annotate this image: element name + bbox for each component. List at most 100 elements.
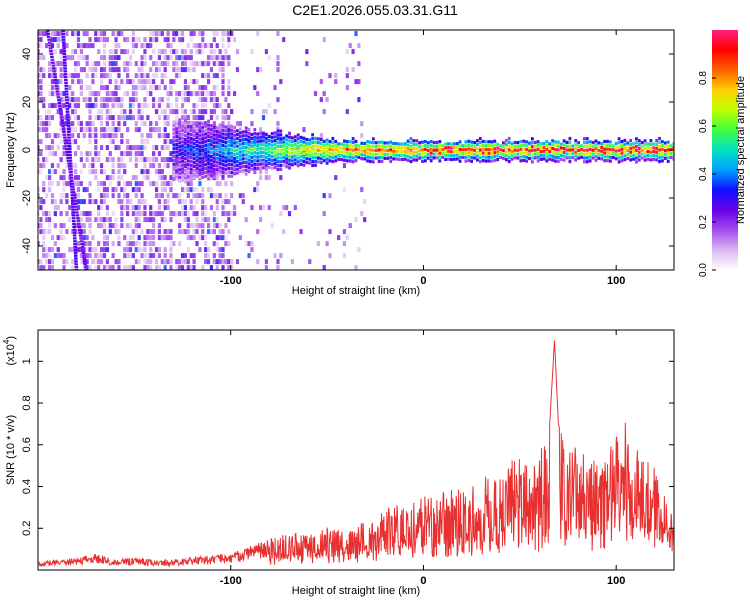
- heatmap-cell: [345, 73, 349, 79]
- heatmap-cell: [516, 141, 520, 145]
- heatmap-cell: [73, 169, 78, 175]
- heatmap-cell: [218, 223, 222, 229]
- heatmap-cell: [88, 265, 92, 270]
- heatmap-cell: [180, 157, 185, 163]
- heatmap-cell: [94, 115, 98, 121]
- heatmap-cell: [163, 247, 167, 253]
- heatmap-cell: [438, 151, 442, 155]
- heatmap-cell: [259, 158, 262, 162]
- heatmap-cell: [328, 193, 332, 199]
- heatmap-cell: [206, 247, 211, 253]
- heatmap-cell: [47, 91, 52, 97]
- heatmap-cell: [623, 154, 627, 158]
- heatmap-cell: [241, 138, 245, 142]
- colorbar-tick-label: 0.4: [698, 167, 709, 181]
- heatmap-cell: [102, 43, 107, 49]
- heatmap-cell: [259, 175, 263, 181]
- heatmap-cell: [47, 109, 52, 115]
- heatmap-cell: [594, 154, 598, 158]
- heatmap-cell: [76, 79, 81, 85]
- heatmap-cell: [198, 85, 202, 91]
- heatmap-cell: [157, 265, 162, 270]
- heatmap-cell: [291, 136, 294, 140]
- heatmap-cell: [418, 141, 421, 145]
- heatmap-cell: [377, 140, 381, 144]
- heatmap-cell: [71, 31, 75, 37]
- heatmap-cell: [591, 144, 595, 148]
- heatmap-cell: [371, 152, 375, 156]
- heatmap-cell: [395, 141, 398, 146]
- heatmap-cell: [157, 97, 162, 103]
- heatmap-cell: [178, 91, 182, 97]
- heatmap-cell: [351, 144, 355, 148]
- heatmap-streak-cell: [68, 171, 73, 174]
- heatmap-cell: [244, 153, 248, 157]
- heatmap-cell: [82, 229, 86, 235]
- heatmap-cell: [282, 140, 286, 144]
- heatmap-streak-cell: [78, 234, 83, 237]
- heatmap-cell: [302, 127, 306, 133]
- heatmap-cell: [299, 158, 303, 163]
- heatmap-cell: [178, 223, 182, 229]
- heatmap-cell: [204, 43, 208, 49]
- heatmap-cell: [418, 152, 421, 156]
- heatmap-cell: [397, 146, 401, 150]
- heatmap-cell: [111, 139, 115, 145]
- heatmap-cell: [85, 103, 89, 109]
- heatmap-cell: [516, 156, 520, 160]
- heatmap-cell: [609, 148, 612, 152]
- heatmap-cell: [380, 152, 384, 156]
- heatmap-cell: [397, 157, 401, 162]
- heatmap-cell: [160, 217, 164, 223]
- heatmap-cell: [204, 132, 208, 136]
- heatmap-cell: [108, 217, 112, 223]
- heatmap-cell: [209, 115, 214, 121]
- heatmap-cell: [178, 229, 182, 235]
- heatmap-cell: [490, 147, 494, 152]
- heatmap-cell: [100, 145, 104, 151]
- heatmap-cell: [221, 170, 225, 174]
- heatmap-cell: [140, 67, 144, 73]
- heatmap-cell: [198, 122, 202, 126]
- heatmap-cell: [513, 148, 517, 152]
- heatmap-cell: [143, 55, 147, 61]
- heatmap-cell: [582, 148, 586, 152]
- heatmap-cell: [100, 55, 104, 61]
- heatmap-cell: [672, 149, 674, 154]
- heatmap-cell: [146, 175, 150, 181]
- heatmap-cell: [105, 115, 109, 121]
- heatmap-cell: [432, 144, 436, 148]
- heatmap-cell: [314, 159, 317, 164]
- heatmap-cell: [493, 154, 497, 159]
- heatmap-cell: [152, 85, 156, 91]
- heatmap-cell: [108, 91, 112, 97]
- heatmap-cell: [207, 173, 210, 177]
- heatmap-cell: [180, 199, 185, 205]
- heatmap-cell: [551, 154, 554, 158]
- heatmap-cell: [649, 146, 653, 150]
- colorbar: [712, 30, 738, 270]
- heatmap-cell: [88, 193, 92, 199]
- heatmap-cell: [210, 166, 213, 170]
- heatmap-cell: [123, 91, 127, 97]
- heatmap-cell: [186, 163, 190, 167]
- heatmap-cell: [444, 153, 448, 158]
- heatmap-cell: [50, 91, 55, 97]
- heatmap-cell: [143, 163, 147, 169]
- heatmap-cell: [198, 97, 202, 103]
- heatmap-cell: [215, 137, 219, 141]
- heatmap-cell: [166, 91, 170, 97]
- heatmap-cell: [53, 205, 57, 211]
- heatmap-cell: [143, 121, 147, 127]
- heatmap-cell: [585, 140, 589, 145]
- heatmap-cell: [620, 143, 624, 148]
- heatmap-cell: [39, 265, 43, 270]
- heatmap-cell: [134, 91, 138, 97]
- heatmap-cell: [131, 37, 135, 43]
- heatmap-cell: [302, 155, 306, 160]
- heatmap-cell: [267, 154, 271, 158]
- heatmap-y-tick-label: -40: [21, 238, 33, 254]
- heatmap-cell: [111, 67, 115, 73]
- heatmap-cell: [178, 156, 182, 160]
- heatmap-cell: [117, 145, 121, 151]
